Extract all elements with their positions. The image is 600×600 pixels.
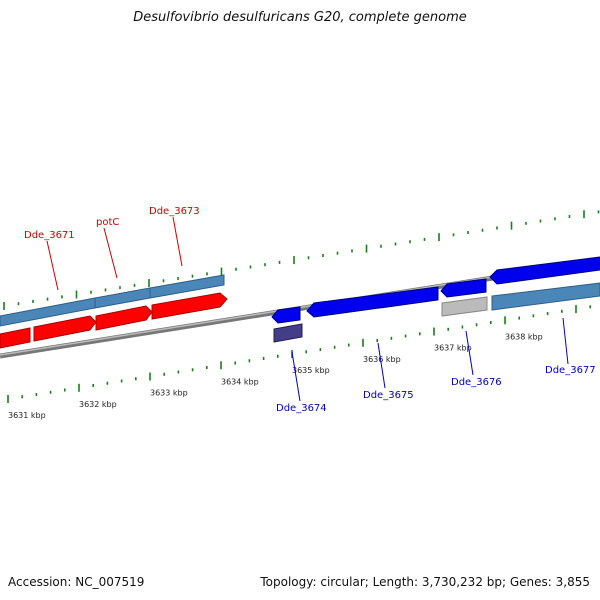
kbp-tick-label: 3631 kbp (8, 411, 46, 420)
gene-dde-3673[interactable] (151, 292, 228, 320)
gene-dde-3677[interactable] (489, 256, 600, 285)
gene-label[interactable]: potC (96, 217, 119, 228)
forward-cds-track (0, 274, 225, 327)
pseudo-feature (441, 296, 488, 317)
gene-labels: Dde_3671 potC Dde_3673 Dde_3674 Dde_3675… (24, 206, 596, 414)
gene-dde-3670[interactable] (0, 327, 31, 349)
genome-title: Desulfovibrio desulfuricans G20, complet… (133, 10, 467, 25)
kbp-tick-label: 3635 kbp (292, 366, 330, 375)
gene-label[interactable]: Dde_3675 (363, 390, 414, 401)
kbp-tick-label: 3637 kbp (434, 344, 472, 353)
kbp-tick-label: 3634 kbp (221, 377, 259, 386)
forward-gene-track (0, 292, 228, 349)
kbp-tick-label: 3632 kbp (79, 400, 117, 409)
cds-bar (94, 287, 151, 309)
accession-label: Accession: NC_007519 (8, 575, 145, 589)
reverse-cds-track (273, 282, 600, 343)
cds-bar (491, 282, 600, 311)
cds-bar (149, 274, 225, 299)
gene-label[interactable]: Dde_3673 (149, 206, 200, 217)
kbp-tick-label: 3636 kbp (363, 355, 401, 364)
genome-summary: Topology: circular; Length: 3,730,232 bp… (260, 575, 590, 589)
gene-potc[interactable] (95, 305, 153, 331)
reverse-gene-track (271, 256, 600, 324)
gene-dde-3671[interactable] (33, 315, 97, 342)
gene-dde-3674[interactable] (271, 306, 301, 324)
inner-tick-row: 3631 kbp 3632 kbp 3633 kbp 3634 kbp 3635 kbp… (7, 305, 592, 420)
gene-dde-3676[interactable] (440, 278, 487, 298)
outer-tick-row (3, 210, 600, 310)
gene-label[interactable]: Dde_3677 (545, 365, 596, 376)
kbp-tick-label: 3638 kbp (505, 332, 543, 341)
label-leaders (46, 216, 569, 402)
gene-label[interactable]: Dde_3671 (24, 230, 75, 241)
kbp-tick-label: 3633 kbp (150, 389, 188, 398)
gene-dde-3675[interactable] (306, 286, 439, 318)
rna-feature (273, 323, 303, 343)
gene-label[interactable]: Dde_3674 (276, 403, 327, 414)
gene-label[interactable]: Dde_3676 (451, 377, 502, 388)
